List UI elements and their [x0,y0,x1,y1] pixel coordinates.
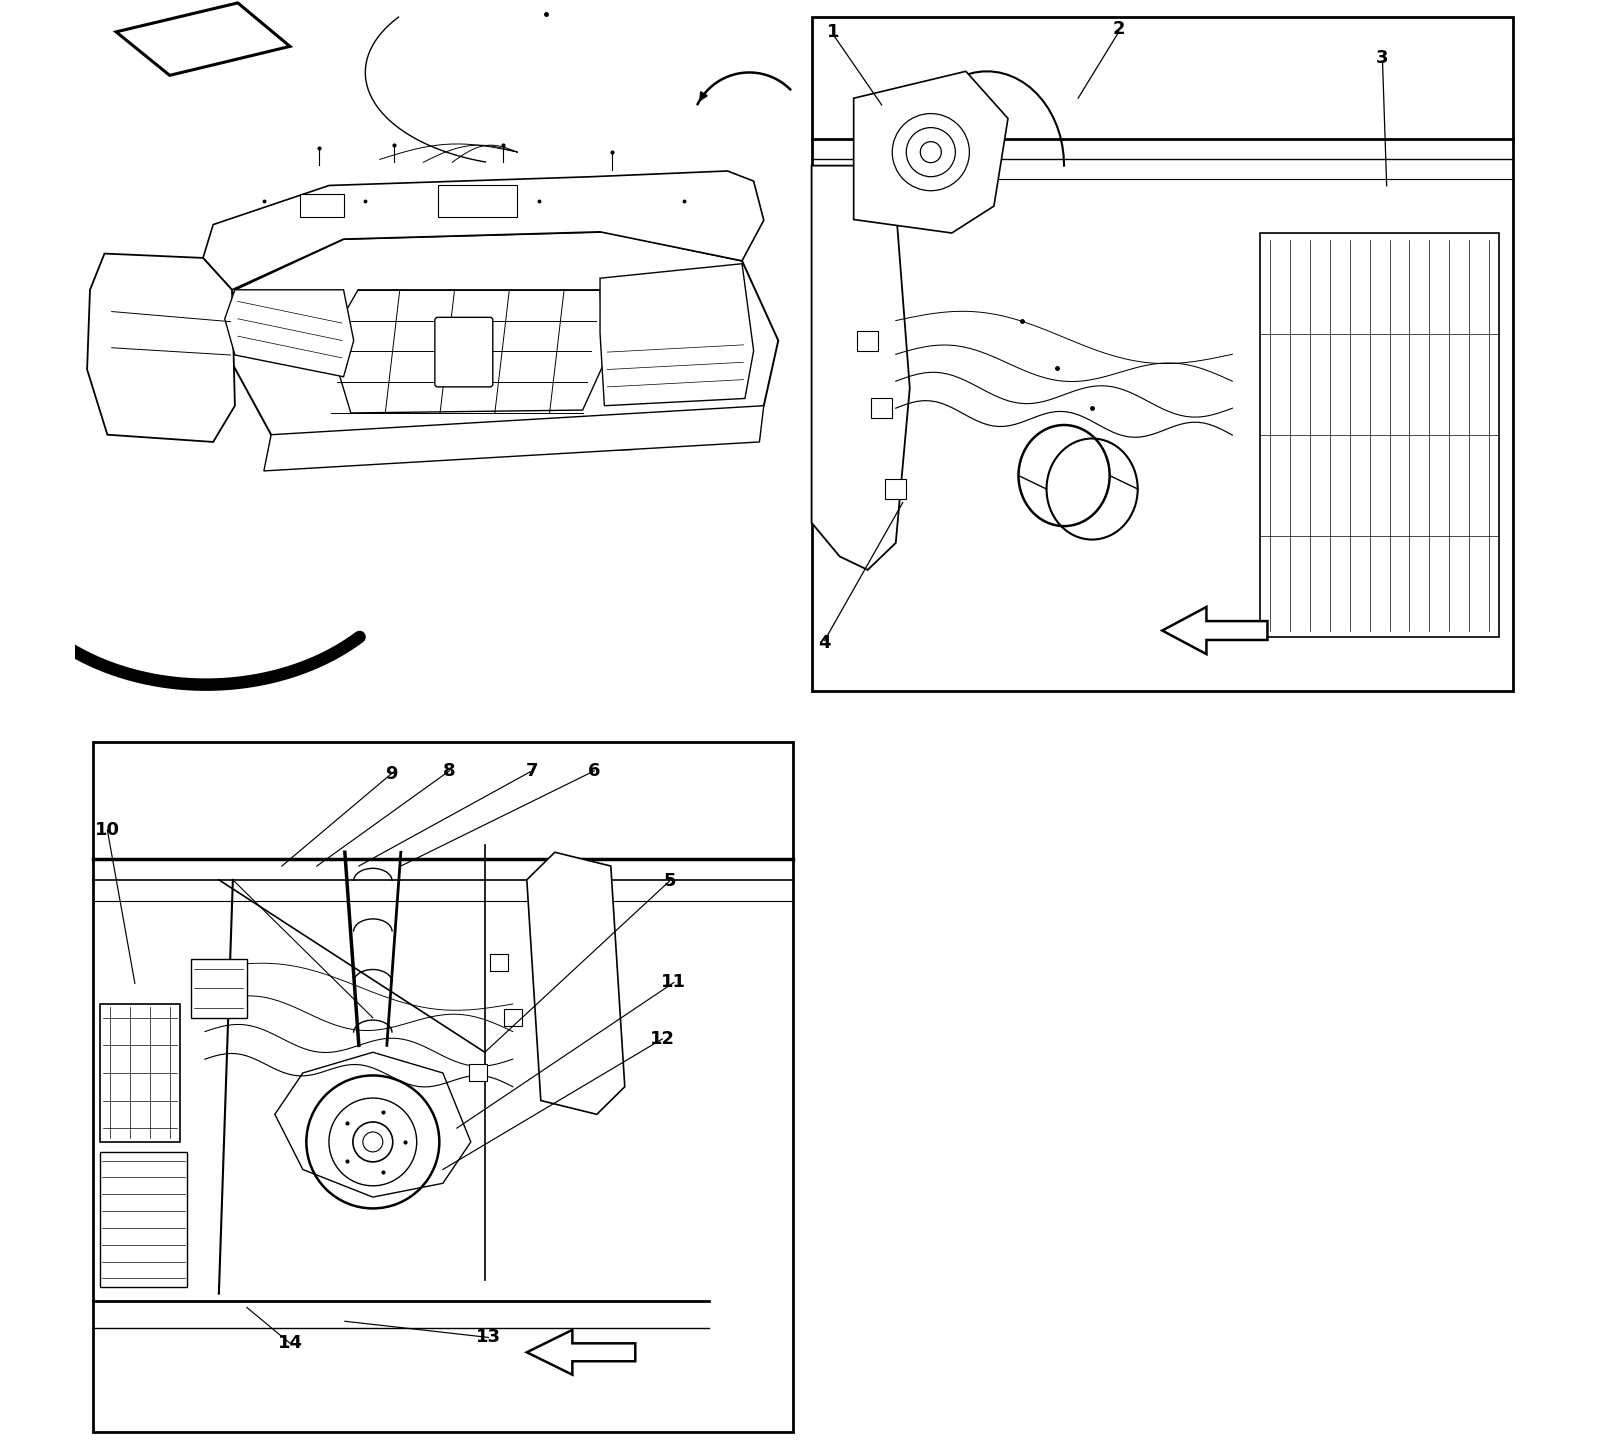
Text: 10: 10 [94,822,120,839]
Bar [1261,233,1499,638]
Polygon shape [854,71,1008,233]
Text: 11: 11 [661,974,686,991]
Bar [438,185,517,217]
Bar [99,1152,187,1287]
Polygon shape [203,171,763,290]
Bar [301,194,344,217]
Text: 1: 1 [827,23,840,41]
FancyBboxPatch shape [435,317,493,387]
Bar [190,959,246,1017]
Text: 2: 2 [1112,20,1125,38]
Text: 5: 5 [664,872,675,890]
Polygon shape [526,852,624,1114]
FancyBboxPatch shape [93,742,792,1432]
Text: 14: 14 [277,1335,302,1352]
Bar [469,1064,486,1081]
Text: 7: 7 [526,762,538,780]
Polygon shape [227,232,778,456]
Text: 12: 12 [650,1030,675,1048]
Text: 3: 3 [1376,49,1389,67]
Text: 4: 4 [818,635,830,652]
Polygon shape [86,254,235,442]
Bar [491,953,507,971]
Polygon shape [117,3,290,75]
Text: 9: 9 [386,765,398,782]
Polygon shape [238,3,290,46]
Polygon shape [526,1330,635,1375]
Bar [885,480,906,498]
Text: 13: 13 [475,1329,501,1346]
Text: 8: 8 [443,762,456,780]
Polygon shape [330,290,605,413]
Polygon shape [811,165,910,569]
FancyBboxPatch shape [811,17,1514,691]
Text: 6: 6 [587,762,600,780]
Bar [504,1009,522,1026]
Polygon shape [600,264,754,406]
Polygon shape [1162,607,1267,653]
Bar [872,398,893,419]
Polygon shape [264,406,763,471]
Bar [99,1004,181,1142]
Polygon shape [224,290,354,377]
Polygon shape [275,1052,470,1197]
Bar [858,330,878,351]
